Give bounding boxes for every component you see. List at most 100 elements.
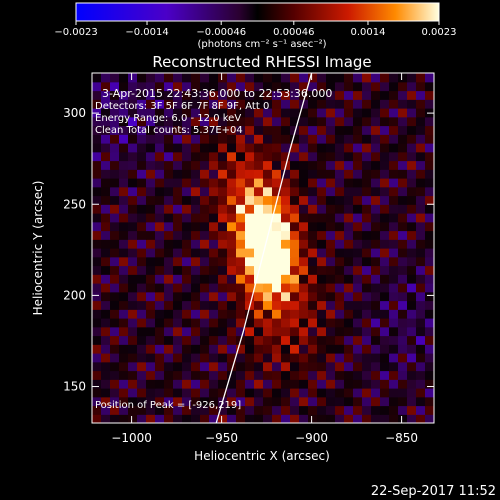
heatmap-cell (245, 178, 255, 188)
heatmap-cell (290, 361, 300, 372)
heatmap-cell (92, 379, 102, 389)
heatmap-cell (218, 169, 228, 179)
heatmap-cell (173, 265, 183, 275)
heatmap-cell (137, 81, 147, 92)
heatmap-cell (308, 221, 318, 232)
heatmap-cell (128, 230, 138, 240)
heatmap-cell (119, 274, 129, 284)
heatmap-cell (371, 361, 381, 372)
heatmap-cell (245, 248, 255, 258)
heatmap-cell (344, 265, 354, 275)
heatmap-cell (371, 169, 381, 179)
heatmap-cell (128, 143, 138, 153)
heatmap-cell (155, 195, 165, 205)
heatmap-cell (146, 143, 156, 153)
heatmap-cell (92, 283, 102, 293)
heatmap-cell (335, 160, 345, 170)
heatmap-cell (146, 414, 156, 423)
heatmap-cell (164, 99, 174, 109)
heatmap-cell (182, 143, 192, 153)
heatmap-cell (380, 414, 390, 423)
heatmap-cell (164, 108, 174, 118)
heatmap-cell (362, 344, 372, 354)
heatmap-cell (326, 283, 336, 293)
heatmap-cell (218, 186, 228, 197)
heatmap-cell (272, 318, 282, 328)
heatmap-cell (335, 335, 345, 345)
heatmap-cell (245, 353, 255, 363)
heatmap-cell (110, 300, 120, 310)
heatmap-cell (218, 318, 228, 328)
heatmap-cell (353, 125, 363, 135)
heatmap-cell (272, 230, 282, 240)
heatmap-cell (335, 186, 345, 197)
heatmap-cell (281, 309, 291, 319)
heatmap-cell (308, 230, 318, 240)
heatmap-cell (155, 370, 165, 380)
heatmap-cell (254, 169, 264, 179)
heatmap-cell (92, 204, 102, 214)
heatmap-cell (380, 204, 390, 214)
heatmap-cell (236, 230, 246, 240)
heatmap-cell (137, 90, 147, 100)
heatmap-cell (425, 309, 434, 319)
heatmap-cell (407, 108, 417, 118)
heatmap-cell (173, 274, 183, 284)
heatmap-cell (416, 335, 426, 345)
heatmap-cell (371, 90, 381, 100)
heatmap-cell (182, 353, 192, 363)
heatmap-cell (398, 414, 408, 423)
heatmap-cell (290, 414, 300, 423)
heatmap-cell (137, 370, 147, 380)
heatmap-cell (227, 396, 237, 407)
heatmap-cell (299, 274, 309, 284)
heatmap-cell (209, 73, 219, 83)
heatmap-cell (146, 204, 156, 214)
heatmap-cell (164, 283, 174, 293)
heatmap-cell (191, 326, 201, 337)
heatmap-cell (272, 239, 282, 249)
heatmap-cell (371, 309, 381, 319)
heatmap-cell (191, 379, 201, 389)
heatmap-cell (407, 405, 417, 415)
heatmap-cell (101, 396, 111, 407)
heatmap-cell (92, 265, 102, 275)
heatmap-cell (191, 239, 201, 249)
heatmap-cell (245, 81, 255, 92)
heatmap-cell (299, 396, 309, 407)
heatmap-cell (425, 169, 434, 179)
heatmap-cell (119, 379, 129, 389)
heatmap-cell (281, 186, 291, 197)
heatmap-cell (407, 265, 417, 275)
heatmap-cell (344, 213, 354, 223)
heatmap-cell (137, 134, 147, 144)
heatmap-cell (272, 300, 282, 310)
heatmap-cell (155, 379, 165, 389)
heatmap-cell (308, 151, 318, 162)
heatmap-cell (236, 151, 246, 162)
heatmap-cell (425, 283, 434, 293)
heatmap-cell (398, 274, 408, 284)
heatmap-cell (191, 283, 201, 293)
heatmap-cell (146, 291, 156, 302)
heatmap-cell (272, 221, 282, 232)
heatmap-cell (398, 73, 408, 83)
heatmap-cell (245, 134, 255, 144)
heatmap-cell (200, 195, 210, 205)
heatmap-cell (407, 283, 417, 293)
heatmap-cell (110, 274, 120, 284)
heatmap-cell (137, 344, 147, 354)
heatmap-cell (182, 178, 192, 188)
heatmap-cell (425, 388, 434, 398)
heatmap-cell (182, 108, 192, 118)
heatmap-cell (92, 414, 102, 423)
heatmap-cell (398, 326, 408, 337)
heatmap-cell (101, 291, 111, 302)
heatmap-cell (227, 318, 237, 328)
heatmap-cell (218, 125, 228, 135)
heatmap-cell (317, 186, 327, 197)
heatmap-cell (182, 73, 192, 83)
heatmap-cell (200, 265, 210, 275)
heatmap-cell (380, 230, 390, 240)
heatmap-cell (362, 396, 372, 407)
